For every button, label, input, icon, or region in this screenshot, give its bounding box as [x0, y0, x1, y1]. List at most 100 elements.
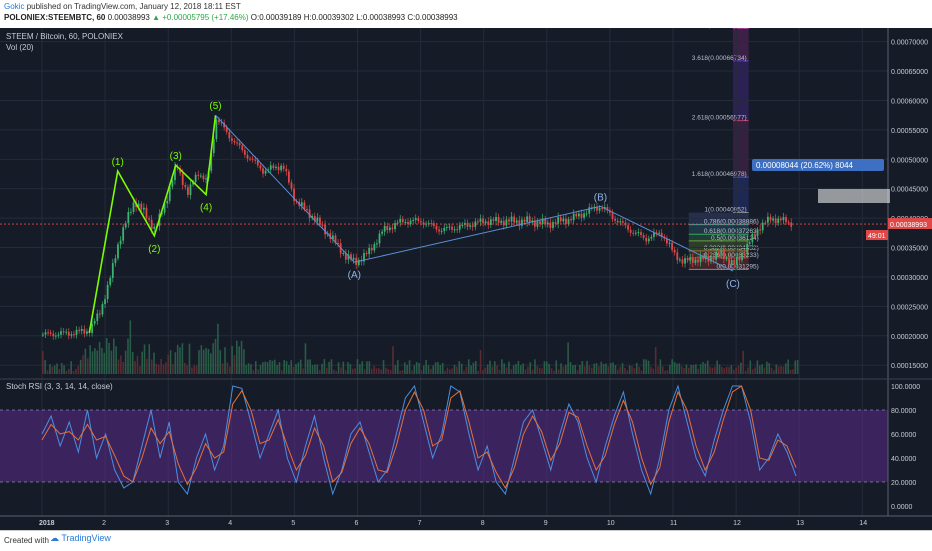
- candle-body: [779, 218, 782, 221]
- price-change: ▲ +0.00005795 (+17.46%): [152, 13, 249, 22]
- candle-body: [300, 202, 303, 206]
- volume-bar: [124, 350, 127, 374]
- candle-body: [440, 231, 443, 233]
- volume-bar: [647, 360, 650, 374]
- volume-bar: [562, 366, 565, 374]
- candle-body: [98, 313, 101, 315]
- volume-bar: [295, 364, 297, 374]
- volume-bar: [548, 363, 550, 374]
- fib-level-label: 2.618(0.00056577): [692, 115, 747, 122]
- volume-bar: [529, 362, 532, 374]
- candle-body: [647, 238, 650, 242]
- volume-bar: [482, 369, 484, 374]
- volume-bar: [690, 364, 692, 374]
- volume-bar: [131, 352, 134, 374]
- candle-body: [684, 258, 686, 264]
- volume-bar: [470, 365, 472, 374]
- candle-body: [199, 175, 202, 177]
- candle-body: [722, 249, 725, 260]
- publish-info: published on TradingView.com, January 12…: [26, 2, 241, 11]
- volume-legend: Vol (20): [6, 43, 34, 52]
- correction-wave-line: [215, 114, 734, 272]
- volume-bar: [732, 369, 735, 374]
- volume-bar: [200, 345, 203, 374]
- volume-bar: [671, 359, 674, 374]
- candle-body: [782, 217, 785, 221]
- candle-body: [528, 216, 531, 223]
- price-tick-label: 0.00055000: [891, 128, 928, 135]
- stoch-rsi-legend: Stoch RSI (3, 3, 14, 14, close): [6, 382, 113, 391]
- candle-body: [337, 242, 339, 244]
- volume-bar: [247, 363, 250, 374]
- volume-bar: [354, 368, 356, 374]
- countdown-tag: 49:01: [868, 233, 886, 240]
- volume-bar: [747, 367, 749, 374]
- rsi-tick-label: 60.0000: [891, 432, 916, 439]
- elliott-wave-drawing[interactable]: (1) (2) (3) (4) (5) (A) (B) (C): [88, 101, 740, 333]
- candle-body: [521, 219, 523, 226]
- volume-bar: [60, 362, 63, 374]
- candle-body: [660, 232, 663, 237]
- candle-body: [70, 334, 73, 336]
- publish-header: Gokic published on TradingView.com, Janu…: [0, 0, 932, 28]
- volume-bar: [574, 365, 577, 374]
- volume-bar: [427, 365, 430, 374]
- volume-bar: [659, 359, 662, 374]
- candle-body: [251, 158, 254, 160]
- tradingview-logo[interactable]: ☁ TradingView: [50, 533, 111, 543]
- volume-bar: [716, 360, 718, 374]
- volume-bar: [129, 320, 132, 374]
- volume-bar: [654, 347, 657, 374]
- volume-bar: [337, 362, 340, 374]
- candle-body: [78, 329, 81, 331]
- volume-bar: [378, 368, 380, 374]
- volume-bar: [489, 360, 491, 374]
- candle-body: [344, 253, 347, 260]
- candle-body: [772, 218, 774, 221]
- candle-body: [642, 235, 645, 238]
- candle-body: [62, 331, 65, 333]
- measure-label: 0.00008044 (20.62%) 8044: [756, 161, 854, 170]
- candle-body: [526, 216, 528, 223]
- volume-bar: [179, 347, 181, 374]
- candle-body: [220, 122, 223, 124]
- candle-body: [137, 203, 140, 208]
- volume-bar: [626, 370, 629, 374]
- fib-zone: [732, 60, 749, 121]
- volume-bar: [160, 358, 162, 374]
- volume-bar: [775, 364, 778, 374]
- publisher-username[interactable]: Gokic: [4, 2, 25, 11]
- volume-bar: [373, 365, 375, 374]
- volume-bar: [325, 367, 328, 374]
- volume-bar: [181, 343, 184, 374]
- candle-body: [627, 225, 629, 230]
- candle-body: [513, 216, 516, 223]
- chart-svg[interactable]: 0(0.00031295) 0.236(0.00033233)0.382(0.00…: [0, 22, 932, 530]
- candle-body: [476, 221, 479, 223]
- volume-bar: [356, 359, 359, 374]
- candle-body: [308, 209, 311, 218]
- candle-body: [80, 329, 83, 331]
- volume-bar: [531, 369, 534, 374]
- date-tick-label: 4: [228, 520, 232, 527]
- candle-body: [645, 237, 648, 242]
- candle-body: [554, 222, 557, 224]
- volume-bar: [652, 368, 655, 374]
- candle-body: [262, 168, 264, 174]
- candle-body: [502, 220, 505, 226]
- candle-body: [510, 216, 513, 222]
- candle-body: [694, 259, 697, 263]
- volume-bar: [186, 365, 188, 374]
- volume-bar: [86, 358, 89, 374]
- volume-bar: [441, 362, 444, 374]
- fibonacci-extension[interactable]: 0(0.00031295) 0.236(0.00033233)0.382(0.00…: [688, 22, 759, 270]
- chart-area[interactable]: 0(0.00031295) 0.236(0.00033233) 0.382(0.00…: [0, 22, 932, 530]
- rsi-tick-label: 100.0000: [891, 384, 920, 391]
- volume-bar: [243, 349, 245, 374]
- wave-label: (2): [148, 244, 160, 255]
- volume-bar: [46, 370, 49, 374]
- price-tick-label: 0.00065000: [891, 69, 928, 76]
- candle-body: [546, 222, 549, 225]
- volume-bar: [557, 369, 560, 374]
- volume-bar: [415, 362, 418, 374]
